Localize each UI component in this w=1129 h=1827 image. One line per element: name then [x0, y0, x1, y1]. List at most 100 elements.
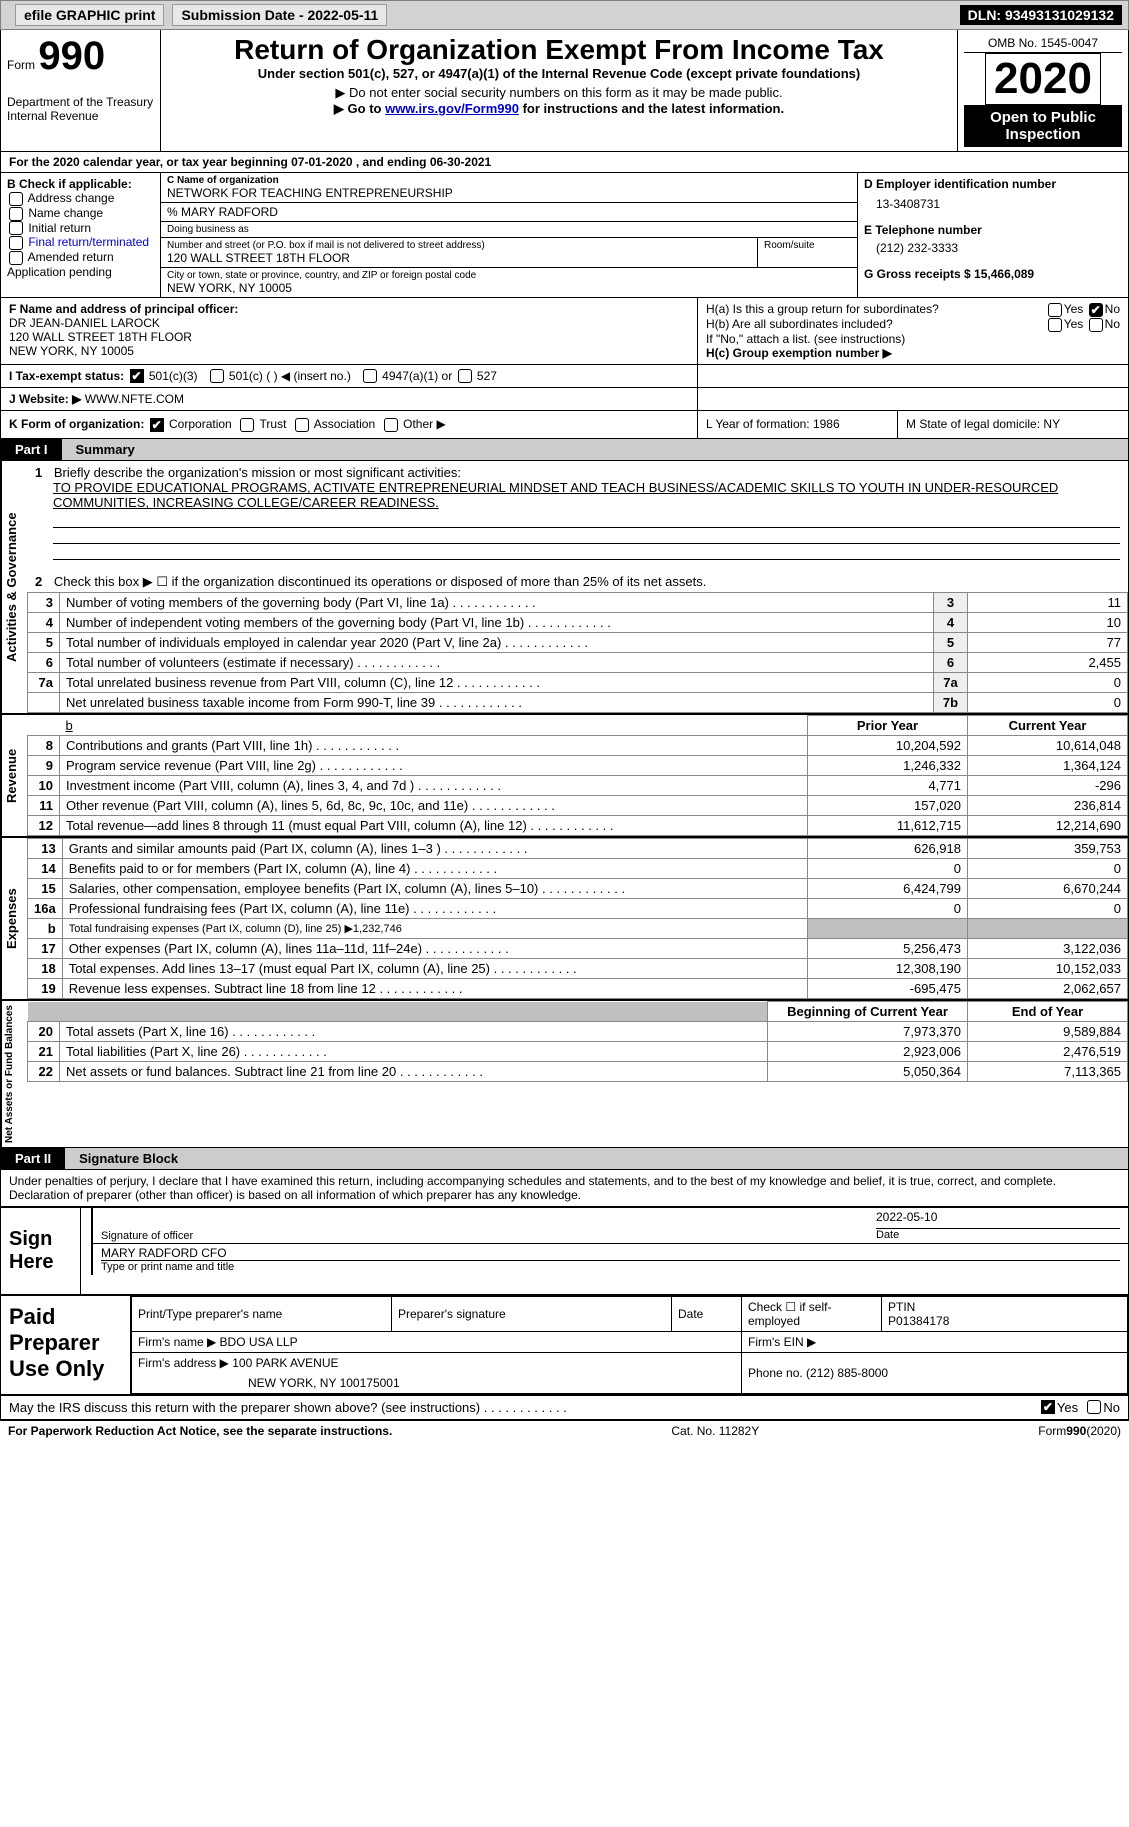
dln-label: DLN: 93493131029132	[960, 5, 1122, 25]
box-d-label: D Employer identification number	[864, 177, 1122, 191]
officer-name: DR JEAN-DANIEL LAROCK	[9, 316, 689, 330]
note-ssn: ▶ Do not enter social security numbers o…	[167, 85, 951, 101]
name-title-label: Type or print name and title	[101, 1261, 1120, 1273]
cb-corp[interactable]	[150, 418, 164, 432]
no-label: No	[1105, 302, 1120, 316]
cb-app-pending-lbl: Application pending	[7, 265, 112, 279]
opt-corp: Corporation	[169, 417, 232, 431]
opt-other: Other ▶	[403, 417, 446, 431]
form-number: 990	[38, 34, 105, 78]
officer-group-row: F Name and address of principal officer:…	[1, 298, 1128, 365]
yes-label: Yes	[1064, 302, 1084, 316]
governance-table: 3Number of voting members of the governi…	[27, 592, 1128, 713]
h-b-question: H(b) Are all subordinates included?	[706, 317, 1046, 332]
form-title: Return of Organization Exempt From Incom…	[167, 34, 951, 66]
prep-selfemp-header: Check ☐ if self-employed	[742, 1297, 882, 1332]
cb-ha-yes[interactable]	[1048, 303, 1062, 317]
cb-address-change-lbl: Address change	[28, 191, 115, 205]
firm-ein-label: Firm's EIN ▶	[742, 1332, 1128, 1353]
rev-section-label: Revenue	[1, 715, 27, 836]
prep-name-header: Print/Type preparer's name	[132, 1297, 392, 1332]
part-2-tab: Part II	[1, 1148, 65, 1169]
paid-preparer-block: Paid Preparer Use Only Print/Type prepar…	[1, 1296, 1128, 1396]
cb-hb-no[interactable]	[1089, 318, 1103, 332]
ptin-label: PTIN	[888, 1300, 915, 1314]
cb-501c[interactable]	[210, 369, 224, 383]
h-b-note: If "No," attach a list. (see instruction…	[706, 332, 1120, 346]
sign-here-block: Sign Here Signature of officer 2022-05-1…	[1, 1206, 1128, 1296]
box-c-label: C Name of organization	[167, 175, 851, 186]
phone-value: (212) 232-3333	[876, 241, 1122, 255]
form-footer-bold: 990	[1066, 1424, 1086, 1438]
part-1-header: Part I Summary	[1, 439, 1128, 461]
note-goto-pre: ▶ Go to	[334, 101, 385, 116]
h-c-label: H(c) Group exemption number ▶	[706, 346, 1120, 360]
cb-4947[interactable]	[363, 369, 377, 383]
part-2-title: Signature Block	[65, 1148, 1128, 1169]
note-goto-post: for instructions and the latest informat…	[519, 101, 784, 116]
form-footer-post: (2020)	[1086, 1424, 1121, 1438]
cb-address-change[interactable]	[9, 192, 23, 206]
cb-501c3[interactable]	[130, 369, 144, 383]
cb-ha-no[interactable]	[1089, 303, 1103, 317]
firm-addr-label: Firm's address ▶	[138, 1356, 229, 1370]
net-section-label: Net Assets or Fund Balances	[1, 1001, 27, 1147]
cb-assoc[interactable]	[295, 418, 309, 432]
officer-name-title: MARY RADFORD CFO	[101, 1246, 1120, 1261]
form990-link[interactable]: www.irs.gov/Form990	[385, 101, 519, 116]
open-inspection: Open to Public Inspection	[964, 105, 1122, 147]
part-1-title: Summary	[62, 439, 1128, 460]
cb-initial-return[interactable]	[9, 221, 23, 235]
cb-discuss-yes[interactable]	[1041, 1400, 1055, 1414]
dept-treasury: Department of the Treasury	[7, 95, 154, 109]
city-state-zip: NEW YORK, NY 10005	[167, 281, 851, 295]
paperwork-notice: For Paperwork Reduction Act Notice, see …	[8, 1424, 392, 1438]
cb-name-change-lbl: Name change	[28, 206, 103, 220]
box-b-label: B Check if applicable:	[7, 177, 154, 191]
officer-addr2: NEW YORK, NY 10005	[9, 344, 689, 358]
cb-hb-yes[interactable]	[1048, 318, 1062, 332]
cb-name-change[interactable]	[9, 207, 23, 221]
form-word: Form	[7, 58, 35, 72]
revenue-table: bPrior YearCurrent Year8Contributions an…	[27, 715, 1128, 836]
sig-date-value: 2022-05-10	[876, 1210, 1120, 1224]
firm-addr2: NEW YORK, NY 100175001	[248, 1376, 735, 1390]
cb-discuss-no[interactable]	[1087, 1400, 1101, 1414]
expenses-table: 13Grants and similar amounts paid (Part …	[27, 838, 1128, 999]
mission-text: TO PROVIDE EDUCATIONAL PROGRAMS, ACTIVAT…	[53, 480, 1120, 510]
care-of: % MARY RADFORD	[161, 203, 857, 222]
cb-trust[interactable]	[240, 418, 254, 432]
opt-4947: 4947(a)(1) or	[382, 369, 452, 383]
discuss-yes: Yes	[1057, 1400, 1078, 1415]
irs-label: Internal Revenue	[7, 109, 154, 123]
paid-preparer-label: Paid Preparer Use Only	[1, 1296, 131, 1394]
box-j-label: J Website: ▶	[9, 392, 81, 406]
ein-value: 13-3408731	[876, 197, 1122, 211]
sign-here-label: Sign Here	[1, 1208, 81, 1294]
efile-button[interactable]: efile GRAPHIC print	[15, 4, 164, 26]
submission-date-button[interactable]: Submission Date - 2022-05-11	[172, 4, 387, 26]
gov-section-label: Activities & Governance	[1, 461, 27, 713]
ptin-value: P01384178	[888, 1314, 949, 1328]
sig-officer-label: Signature of officer	[101, 1230, 860, 1242]
cb-other[interactable]	[384, 418, 398, 432]
header-info-grid: B Check if applicable: Address change Na…	[1, 173, 1128, 298]
cat-number: Cat. No. 11282Y	[671, 1424, 759, 1438]
line-2-text: Check this box ▶ ☐ if the organization d…	[54, 574, 707, 589]
sig-date-label: Date	[876, 1228, 1120, 1241]
form-footer-pre: Form	[1038, 1424, 1066, 1438]
dba-label: Doing business as	[161, 222, 857, 238]
firm-addr1: 100 PARK AVENUE	[232, 1356, 338, 1370]
cb-amended-return-lbl: Amended return	[28, 250, 114, 264]
firm-name-label: Firm's name ▶	[138, 1335, 216, 1349]
street-address: 120 WALL STREET 18TH FLOOR	[167, 251, 751, 265]
opt-527: 527	[477, 369, 497, 383]
box-m: M State of legal domicile: NY	[898, 411, 1128, 438]
box-e-label: E Telephone number	[864, 223, 1122, 237]
cb-527[interactable]	[458, 369, 472, 383]
box-g-label: G Gross receipts $ 15,466,089	[864, 267, 1122, 281]
prep-date-header: Date	[672, 1297, 742, 1332]
box-k-label: K Form of organization:	[9, 417, 144, 431]
cb-amended-return[interactable]	[9, 251, 23, 265]
cb-final-return[interactable]	[9, 236, 23, 250]
